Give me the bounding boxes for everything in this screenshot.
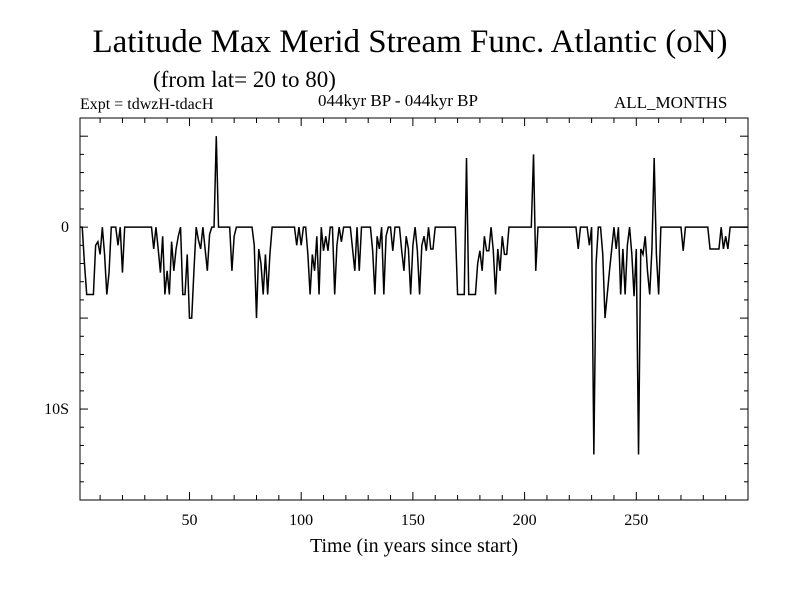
x-tick-label: 100 bbox=[289, 512, 313, 529]
x-tick-label: 150 bbox=[401, 512, 425, 529]
series-line bbox=[80, 136, 748, 455]
plot-frame bbox=[79, 117, 749, 501]
y-tick-label: 0 bbox=[61, 219, 69, 236]
chart-subtitle: (from lat= 20 to 80) bbox=[153, 67, 336, 92]
experiment-label: Expt = tdwzH-tdacH bbox=[80, 96, 214, 113]
months-label: ALL_MONTHS bbox=[614, 93, 728, 112]
tick-labels: 50 100 150 200 250 0 10S bbox=[44, 219, 648, 529]
y-tick-label: 10S bbox=[44, 401, 69, 418]
axis-ticks bbox=[80, 118, 748, 500]
chart-title: Latitude Max Merid Stream Func. Atlantic… bbox=[92, 24, 728, 60]
x-tick-label: 250 bbox=[624, 512, 648, 529]
period-label: 044kyr BP - 044kyr BP bbox=[318, 91, 478, 110]
x-axis-label: Time (in years since start) bbox=[309, 535, 519, 557]
x-tick-label: 200 bbox=[513, 512, 537, 529]
x-tick-label: 50 bbox=[181, 512, 197, 529]
